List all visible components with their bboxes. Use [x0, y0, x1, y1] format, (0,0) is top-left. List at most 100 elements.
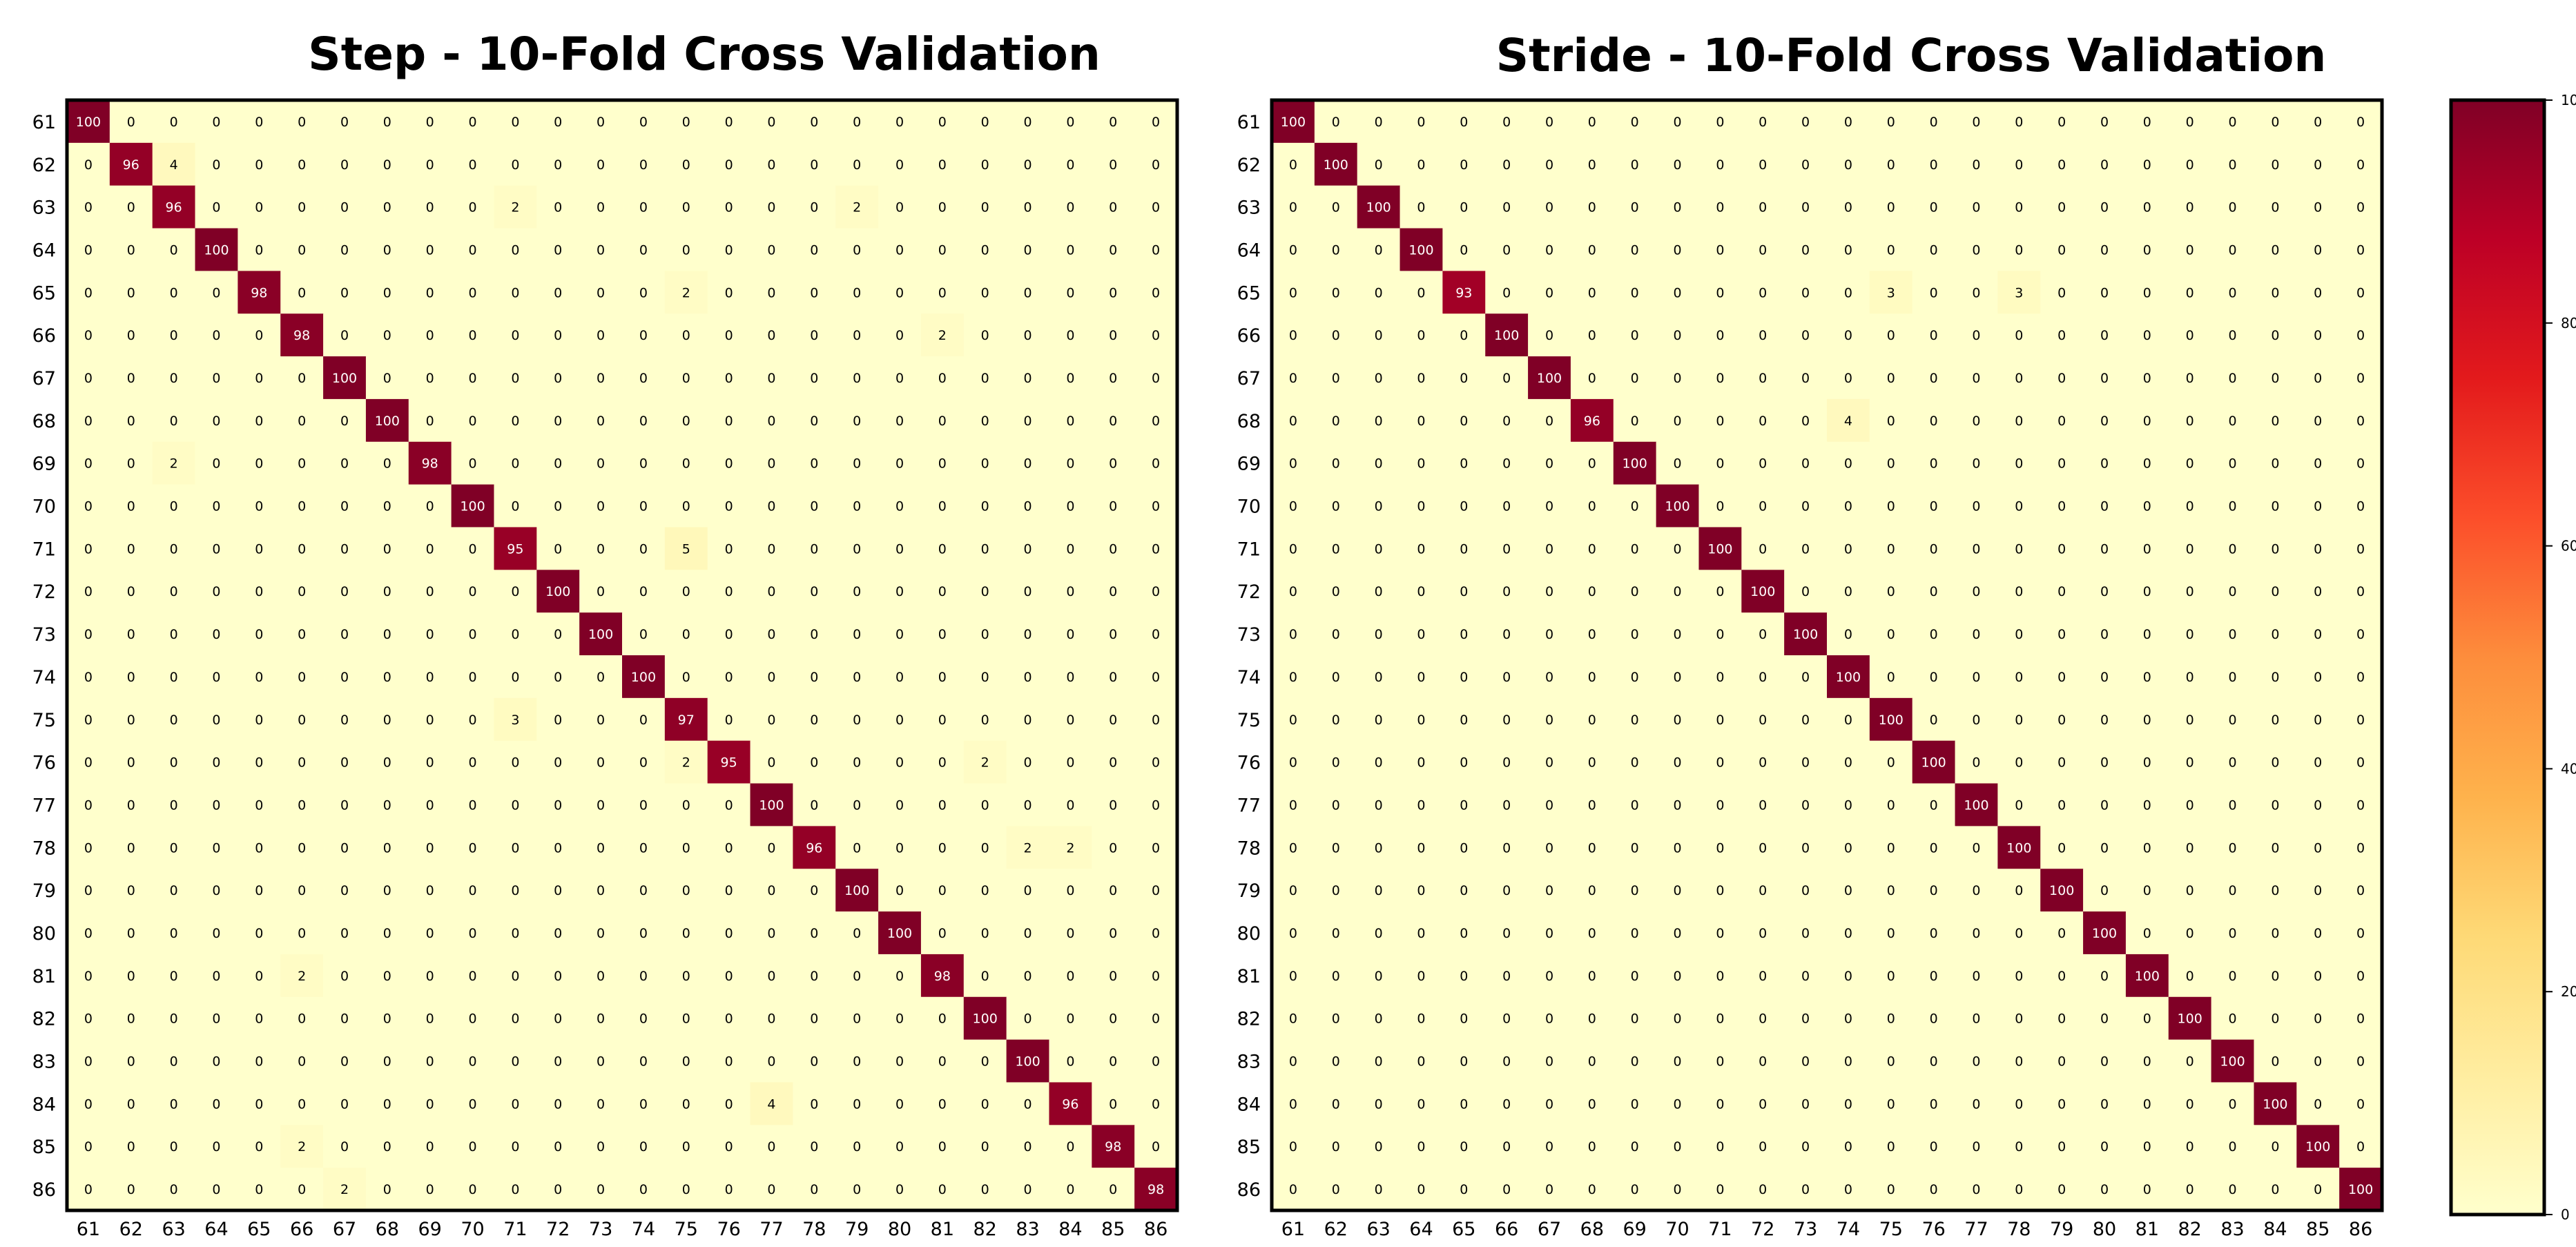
- heatmap-cell: [1485, 869, 1529, 912]
- heatmap-cell: [2339, 228, 2383, 271]
- heatmap-cell: [1400, 783, 1443, 826]
- heatmap-cell: [1656, 185, 1700, 229]
- cell-value-label: 0: [810, 584, 818, 599]
- cell-value-label: 0: [682, 627, 690, 642]
- heatmap-cell: [280, 570, 324, 613]
- heatmap-cell: [2254, 826, 2297, 869]
- heatmap-cell: [1570, 1168, 1614, 1211]
- cell-value-label: 0: [1502, 798, 1511, 813]
- heatmap-cell: [1485, 570, 1529, 613]
- cell-value-label: 0: [1716, 200, 1724, 215]
- heatmap-cell: [835, 954, 879, 998]
- heatmap-cell: [1314, 356, 1358, 400]
- cell-value-label: 0: [1844, 584, 1852, 599]
- heatmap-cell: [1272, 313, 1315, 357]
- cell-value-label: 0: [255, 115, 263, 130]
- cell-value-label: 0: [895, 371, 904, 386]
- heatmap-cell: [1869, 655, 1913, 699]
- cell-value-label: 0: [2186, 670, 2194, 685]
- cell-value-label: 0: [1460, 456, 1468, 472]
- y-tick-label: 80: [1237, 923, 1261, 945]
- cell-value-label: 0: [1887, 1054, 1895, 1070]
- heatmap-cell: [622, 869, 666, 912]
- cell-value-label: 0: [2356, 798, 2365, 813]
- heatmap-cell: [2339, 954, 2383, 998]
- cell-value-label: 0: [2015, 115, 2023, 130]
- heatmap-cell: [1997, 740, 2041, 784]
- heatmap-cell: [2083, 697, 2127, 742]
- cell-value-label: 0: [1801, 713, 1810, 728]
- heatmap-cell: [408, 484, 452, 528]
- heatmap-cell: [1570, 697, 1614, 742]
- cell-value-label: 0: [1588, 627, 1596, 642]
- heatmap-cell: [750, 185, 793, 229]
- heatmap-cell: [408, 228, 452, 271]
- heatmap-cell: [793, 996, 836, 1041]
- heatmap-cell: [793, 783, 836, 826]
- heatmap-cell: [1400, 228, 1443, 271]
- heatmap-cell: [835, 484, 879, 528]
- cell-value-label: 0: [2186, 499, 2194, 514]
- cell-value-label: 0: [212, 713, 220, 728]
- heatmap-cell: [280, 612, 324, 656]
- cell-value-label: 0: [468, 840, 476, 856]
- cell-value-label: 0: [1972, 371, 1980, 386]
- cell-value-label: 0: [298, 798, 306, 813]
- heatmap-cell: [664, 1039, 708, 1083]
- cell-value-label: 0: [1844, 926, 1852, 941]
- heatmap-cell: [323, 911, 367, 955]
- heatmap-cell: [1485, 911, 1529, 955]
- heatmap-cell: [1272, 911, 1315, 955]
- heatmap-cell: [1049, 484, 1092, 528]
- heatmap-cell: [1827, 869, 1870, 912]
- heatmap-cell: [536, 313, 580, 357]
- cell-value-label: 0: [1673, 1054, 1681, 1070]
- heatmap-cell: [1528, 100, 1571, 144]
- heatmap-cell: [1528, 783, 1571, 826]
- cell-value-label: 0: [767, 926, 775, 941]
- cell-value-label: 0: [1152, 755, 1160, 771]
- heatmap-cell: [1784, 313, 1828, 357]
- cell-value-label: 0: [212, 840, 220, 856]
- heatmap-cell: [878, 612, 922, 656]
- heatmap-cell: [536, 783, 580, 826]
- heatmap-cell: [1784, 570, 1828, 613]
- cell-value-label: 0: [1930, 1096, 1938, 1112]
- cell-value-label: 0: [1109, 1182, 1117, 1197]
- cell-value-label: 0: [255, 1012, 263, 1027]
- heatmap-cell: [408, 185, 452, 229]
- heatmap-cell: [2040, 356, 2084, 400]
- cell-value-label: 0: [2100, 969, 2109, 984]
- cell-value-label: 0: [1588, 755, 1596, 771]
- heatmap-cell: [1357, 1039, 1401, 1083]
- cell-value-label: 0: [2015, 1012, 2023, 1027]
- heatmap-cell: [408, 1039, 452, 1083]
- cell-value-label: 0: [2271, 755, 2279, 771]
- heatmap-cell: [1357, 783, 1401, 826]
- cell-value-label: 0: [127, 883, 135, 898]
- heatmap-cell: [109, 612, 153, 656]
- heatmap-cell: [1741, 612, 1785, 656]
- cell-value-label: 100: [2220, 1054, 2245, 1070]
- heatmap-cell: [1656, 356, 1700, 400]
- cell-value-label: 0: [255, 541, 263, 557]
- heatmap-cell: [1314, 1039, 1358, 1083]
- cell-value-label: 0: [1588, 1139, 1596, 1154]
- heatmap-cell: [1869, 1039, 1913, 1083]
- cell-value-label: 0: [1066, 883, 1074, 898]
- heatmap-cell: [1955, 484, 1998, 528]
- cell-value-label: 0: [810, 926, 818, 941]
- heatmap-cell: [1827, 100, 1870, 144]
- heatmap-cell: [2296, 783, 2340, 826]
- cell-value-label: 0: [1460, 328, 1468, 343]
- heatmap-cell: [2339, 1082, 2383, 1125]
- heatmap-cell: [109, 954, 153, 998]
- heatmap-cell: [1092, 1039, 1135, 1083]
- heatmap-cell: [1485, 740, 1529, 784]
- cell-value-label: 0: [2143, 541, 2151, 557]
- cell-value-label: 0: [298, 670, 306, 685]
- heatmap-cell: [365, 612, 409, 656]
- heatmap-cell: [1869, 996, 1913, 1041]
- heatmap-cell: [579, 356, 623, 400]
- heatmap-cell: [1827, 996, 1870, 1041]
